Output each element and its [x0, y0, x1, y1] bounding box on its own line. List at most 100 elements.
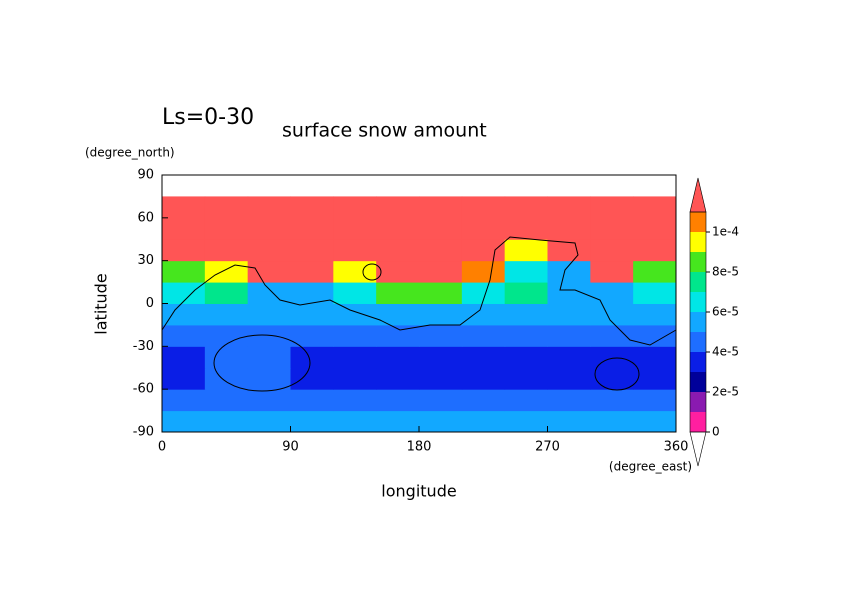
- field-cell: [419, 346, 463, 369]
- field-cell: [204, 260, 249, 283]
- field-cell: [504, 239, 548, 262]
- field-cell: [376, 389, 420, 412]
- field-cell: [290, 410, 334, 433]
- field-cell: [376, 282, 420, 304]
- colorbar-band: [690, 332, 706, 352]
- field-cell: [290, 282, 334, 304]
- field-cell: [204, 410, 249, 433]
- y-tick-label: -90: [133, 425, 154, 440]
- field-cell: [247, 367, 291, 390]
- colorbar-band: [690, 412, 706, 432]
- field-cell: [162, 324, 206, 347]
- field-cell: [290, 260, 334, 283]
- field-cell: [461, 239, 506, 262]
- field-cell: [162, 410, 206, 433]
- field-cell: [376, 324, 420, 347]
- field-cell: [590, 346, 634, 369]
- field-cell: [547, 346, 591, 369]
- field-cell: [204, 324, 249, 347]
- field-cell: [461, 303, 506, 326]
- field-cell: [547, 324, 591, 347]
- field-cell: [247, 217, 291, 240]
- field-cell: [247, 282, 291, 304]
- y-unit: (degree_north): [85, 146, 175, 160]
- field-cell: [162, 282, 206, 304]
- field-cell: [633, 367, 677, 390]
- colorbar-tick-label: 2e-5: [712, 385, 739, 399]
- field-cell: [204, 389, 249, 412]
- field-cell: [419, 324, 463, 347]
- field-cell: [419, 217, 463, 240]
- field-cell: [204, 346, 249, 369]
- field-cell: [547, 260, 591, 283]
- field-cell: [547, 303, 591, 326]
- field-cell: [204, 303, 249, 326]
- field-cell: [419, 260, 463, 283]
- field-cell: [547, 410, 591, 433]
- field-cell: [376, 410, 420, 433]
- field-cell: [547, 196, 591, 219]
- colorbar-frame: [689, 211, 707, 433]
- colorbar-tick-label: 6e-5: [712, 305, 739, 319]
- field-cell: [547, 282, 591, 304]
- field-cell: [376, 239, 420, 262]
- field-cell: [333, 217, 377, 240]
- field-cell: [461, 410, 506, 433]
- field-cell: [333, 367, 377, 390]
- field-cell: [633, 239, 677, 262]
- field-cell: [333, 196, 377, 219]
- x-tick-label: 180: [407, 440, 432, 455]
- field-cell: [376, 260, 420, 283]
- outline-ellipse: [362, 263, 382, 281]
- field-cell: [419, 196, 463, 219]
- field-cell: [204, 239, 249, 262]
- colorbar-extend-top: [689, 177, 707, 213]
- field-cell: [290, 367, 334, 390]
- field-cell: [419, 239, 463, 262]
- x-tick-label: 90: [282, 440, 299, 455]
- y-tick-label: 0: [146, 296, 154, 311]
- field-cell: [547, 239, 591, 262]
- field-cell: [247, 346, 291, 369]
- field-cell: [204, 282, 249, 304]
- field-cell: [162, 389, 206, 412]
- field-cell: [633, 260, 677, 283]
- field-cell: [590, 196, 634, 219]
- field-cell: [633, 196, 677, 219]
- colorbar-band: [690, 392, 706, 412]
- field-cell: [333, 324, 377, 347]
- field-cell: [590, 282, 634, 304]
- topography-outline: [161, 236, 677, 392]
- field-cell: [504, 217, 548, 240]
- field-cell: [247, 389, 291, 412]
- colorbar-tick-label: 1e-4: [712, 225, 739, 239]
- field-cell: [419, 367, 463, 390]
- field-cell: [504, 346, 548, 369]
- x-tick-label: 270: [535, 440, 560, 455]
- field-cell: [162, 196, 206, 219]
- field-cell: [633, 282, 677, 304]
- field-cell: [547, 217, 591, 240]
- field-cell: [333, 239, 377, 262]
- x-tick-label: 0: [158, 440, 166, 455]
- field-cell: [290, 196, 334, 219]
- y-tick-label: 90: [137, 168, 154, 183]
- field-cell: [590, 303, 634, 326]
- field-cell: [376, 367, 420, 390]
- field-cell: [204, 196, 249, 219]
- colorbar-band: [690, 372, 706, 392]
- field-cell: [376, 196, 420, 219]
- field-cell: [590, 389, 634, 412]
- field-cell: [504, 196, 548, 219]
- colorbar-band: [690, 232, 706, 252]
- field-cell: [590, 367, 634, 390]
- field-cell: [504, 303, 548, 326]
- field-cell: [290, 217, 334, 240]
- field-cell: [461, 324, 506, 347]
- field-cell: [247, 303, 291, 326]
- field-cell: [547, 389, 591, 412]
- colorbar-band: [690, 272, 706, 292]
- field-cell: [290, 303, 334, 326]
- field-cell: [504, 282, 548, 304]
- field-cell: [633, 346, 677, 369]
